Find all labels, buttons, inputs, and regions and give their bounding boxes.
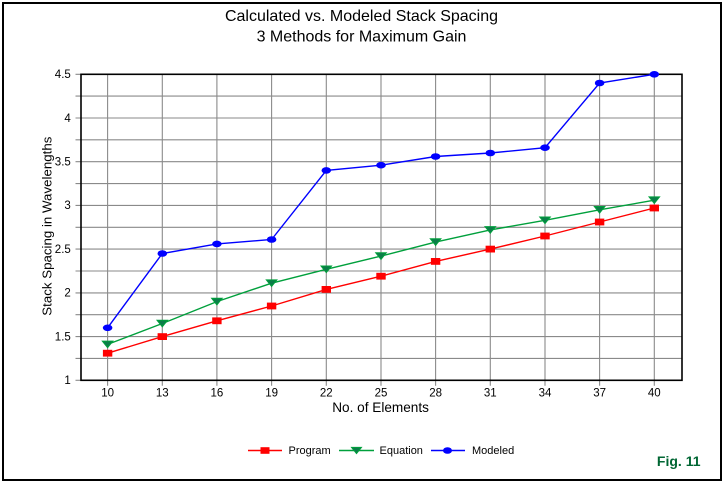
svg-text:Stack Spacing in Wavelengths: Stack Spacing in Wavelengths [39,136,54,315]
svg-text:2: 2 [64,288,70,300]
svg-text:13: 13 [156,388,169,400]
svg-text:Calculated vs. Modeled Stack S: Calculated vs. Modeled Stack Spacing [225,8,498,25]
svg-text:34: 34 [539,388,552,400]
svg-text:4: 4 [64,113,71,125]
svg-text:3: 3 [64,200,70,212]
svg-text:Equation: Equation [380,445,423,457]
svg-text:37: 37 [593,388,606,400]
svg-text:Modeled: Modeled [472,445,514,457]
svg-text:2.5: 2.5 [55,244,71,256]
svg-text:No. of Elements: No. of Elements [332,400,429,415]
svg-text:10: 10 [101,388,114,400]
svg-text:25: 25 [375,388,388,400]
svg-text:4.5: 4.5 [55,69,71,81]
svg-text:19: 19 [265,388,278,400]
svg-text:3 Methods for Maximum Gain: 3 Methods for Maximum Gain [257,29,467,46]
svg-text:16: 16 [211,388,224,400]
svg-text:22: 22 [320,388,333,400]
svg-text:1: 1 [64,375,70,387]
svg-text:Fig. 11: Fig. 11 [657,453,701,469]
svg-text:Program: Program [289,445,331,457]
svg-text:31: 31 [484,388,497,400]
svg-text:1.5: 1.5 [55,331,71,343]
svg-text:3.5: 3.5 [55,157,71,169]
svg-text:28: 28 [429,388,442,400]
svg-text:40: 40 [648,388,661,400]
